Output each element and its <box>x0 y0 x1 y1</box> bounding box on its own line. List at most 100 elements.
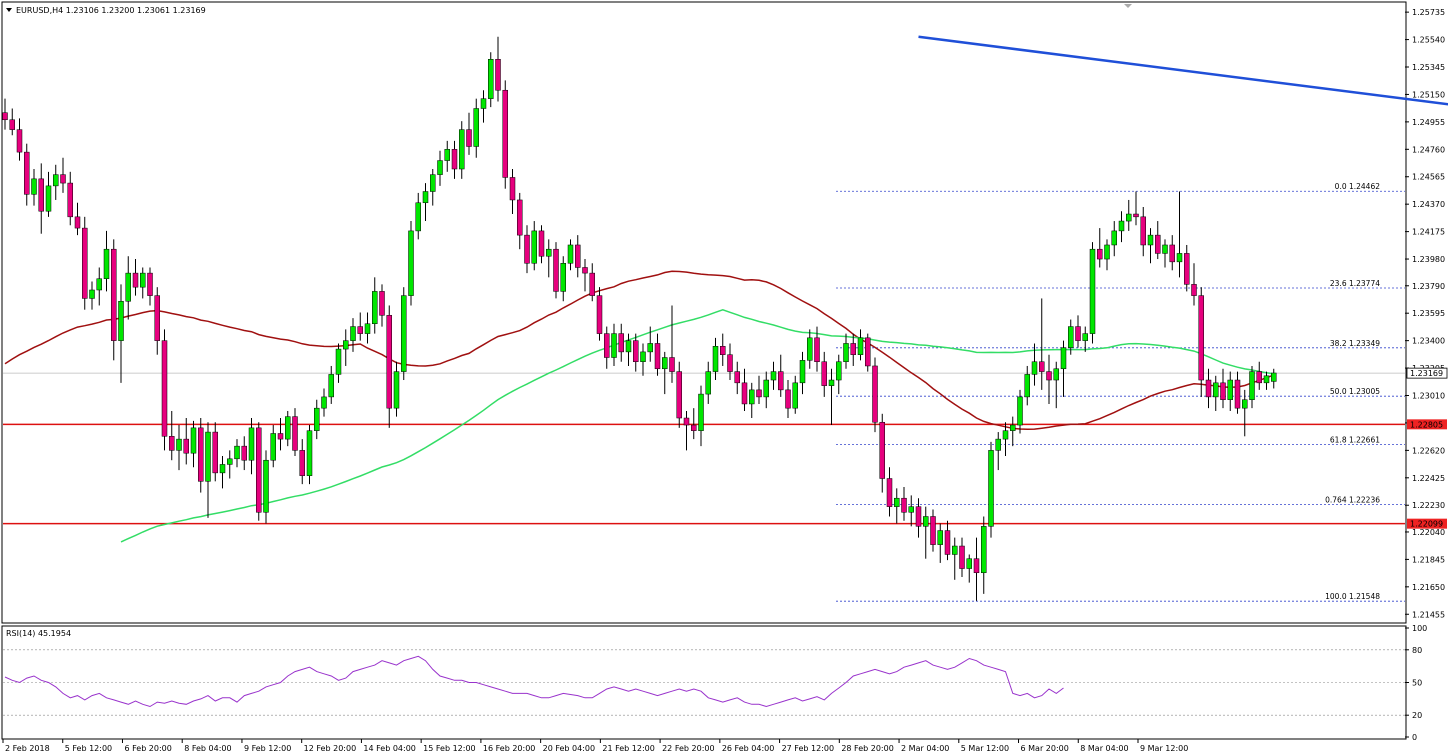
candle <box>219 455 226 489</box>
candle-body <box>705 371 711 395</box>
price-tick-label: 1.22230 <box>1412 501 1445 510</box>
candle-body <box>495 59 501 91</box>
candle-body <box>988 450 994 527</box>
candle <box>604 326 610 369</box>
candle <box>1118 211 1125 243</box>
candle-body <box>952 545 958 555</box>
candle <box>850 333 856 366</box>
time-tick-label: 8 Mar 04:00 <box>1080 744 1128 753</box>
candle <box>988 441 994 538</box>
candle-body <box>96 278 102 291</box>
candle-body <box>1176 253 1183 263</box>
fib-level-label: 100.0 1.21548 <box>1325 592 1380 601</box>
price-tick-label: 1.25735 <box>1412 8 1445 17</box>
candle-body <box>589 272 595 296</box>
candle <box>343 329 349 366</box>
candle-body <box>270 433 276 461</box>
scroll-marker-icon[interactable] <box>1124 4 1132 8</box>
fibonacci-retracement: 0.0 1.24462 23.6 1.23774 38.2 1.23349 50.0 … <box>836 182 1405 602</box>
candle <box>1256 361 1262 390</box>
candle-body <box>132 272 139 288</box>
candle <box>132 259 139 296</box>
candle-body <box>698 393 704 431</box>
candle <box>756 375 762 404</box>
candle <box>1234 371 1241 414</box>
candle <box>662 351 668 395</box>
candle <box>2 98 8 130</box>
candle-body <box>488 59 494 99</box>
price-tick-label: 1.21845 <box>1412 555 1445 564</box>
candle-body <box>306 430 313 476</box>
candle-body <box>24 151 30 195</box>
candle <box>1002 422 1009 456</box>
fib-level-label: 61.8 1.22661 <box>1330 436 1380 445</box>
candle <box>1039 298 1045 390</box>
candle-body <box>973 558 980 574</box>
candle-body <box>241 445 247 461</box>
candle-body <box>749 389 755 405</box>
candle-body <box>647 343 653 353</box>
candle <box>466 112 472 155</box>
candle-body <box>60 174 66 184</box>
candle-body <box>1031 361 1038 375</box>
time-tick-label: 6 Mar 20:00 <box>1021 744 1069 753</box>
candle <box>227 450 233 479</box>
candle-body <box>350 326 356 341</box>
candle <box>277 418 284 451</box>
candle <box>292 408 298 456</box>
candle <box>1227 371 1233 411</box>
candle-body <box>140 272 146 288</box>
candle <box>198 418 204 493</box>
candle-body <box>451 149 458 170</box>
dropdown-triangle-icon[interactable] <box>6 8 12 12</box>
candle <box>241 436 247 471</box>
candle-body <box>285 416 291 440</box>
candle <box>915 498 922 538</box>
candle-body <box>190 427 197 454</box>
candle-body <box>683 417 690 426</box>
candle <box>640 343 646 376</box>
candle <box>372 277 378 334</box>
candle-body <box>1133 213 1139 218</box>
moving-averages <box>4 270 1275 543</box>
candle-body <box>1053 368 1059 381</box>
candle <box>24 143 30 206</box>
candle-body <box>662 357 668 370</box>
candle-body <box>560 263 566 292</box>
candle <box>654 333 661 376</box>
candle-body <box>524 234 530 264</box>
candle-body <box>227 458 233 465</box>
candle-body <box>886 478 893 507</box>
time-axis: 2 Feb 2018 5 Feb 12:00 6 Feb 20:00 8 Feb 04… <box>2 739 1188 753</box>
candle-body <box>335 348 342 375</box>
candle <box>981 516 987 594</box>
candle-body <box>299 450 305 476</box>
candle-body <box>263 459 269 513</box>
candle <box>379 284 385 327</box>
candle <box>350 318 356 352</box>
horizontal-levels <box>3 372 1405 525</box>
candle <box>31 169 37 206</box>
candle <box>857 329 864 361</box>
candle-body <box>814 337 820 362</box>
candle-body <box>1140 216 1146 246</box>
candle <box>1017 389 1023 434</box>
rsi-tick-label: 0 <box>1412 733 1417 742</box>
candle <box>488 52 494 108</box>
candle-body <box>807 337 813 361</box>
candle <box>843 333 849 369</box>
price-labels: 1.22805 1.22099 1.23169 <box>1406 367 1448 529</box>
candle-body <box>763 379 769 398</box>
candle-body <box>314 407 320 431</box>
candle-body <box>575 244 581 268</box>
candle-body <box>1155 234 1161 254</box>
candle-body <box>1263 375 1270 384</box>
candle <box>299 439 305 485</box>
candle-body <box>74 216 81 229</box>
candle-body <box>596 295 603 334</box>
candle-body <box>944 530 951 555</box>
candle-body <box>9 119 15 130</box>
candle <box>836 354 842 395</box>
candle <box>45 171 52 217</box>
